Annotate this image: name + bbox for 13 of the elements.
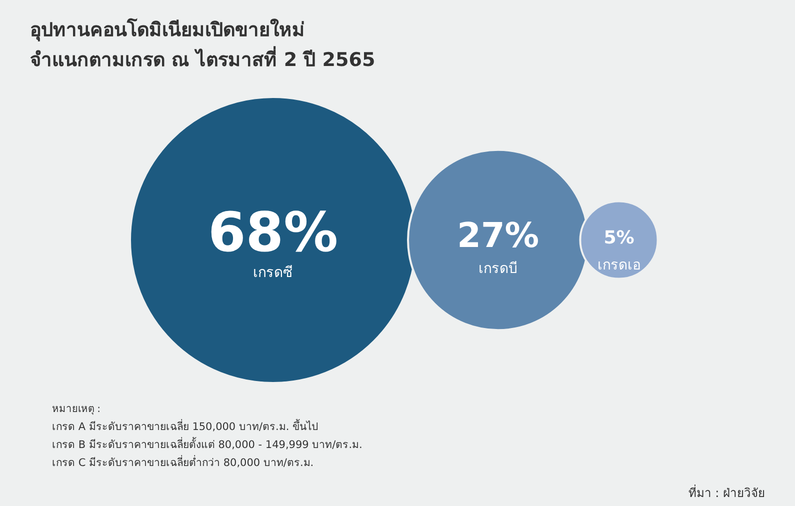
- text: จำแนกตามเกรด ณ ไตรมาสที่ 2 ปี 2565: [30, 46, 376, 71]
- text: เกรด B มีระดับราคาขายเฉลี่ยตั้งแต่ 80,000 - 149,999 บาท/ตร.ม.: [52, 437, 362, 451]
- data-label: 68%: [208, 200, 338, 264]
- category-label: เกรดบี: [478, 260, 518, 277]
- text: ที่มา : ฝ่ายวิจัย: [688, 484, 765, 500]
- text: เกรด C มีระดับราคาขายเฉลี่ยต่ำกว่า 80,000 บาท/ตร.ม.: [52, 455, 314, 469]
- data-label: 27%: [457, 216, 540, 256]
- category-label: เกรดเอ: [597, 258, 640, 274]
- data-label: 5%: [604, 228, 634, 249]
- category-label: เกรดซี: [253, 264, 293, 281]
- text: หมายเหตุ :: [52, 404, 101, 415]
- text: อุปทานคอนโดมิเนียมเปิดขายใหม่: [30, 18, 305, 42]
- text: เกรด A มีระดับราคาขายเฉลี่ย 150,000 บาท/ตร.ม. ขึ้นไป: [52, 419, 319, 433]
